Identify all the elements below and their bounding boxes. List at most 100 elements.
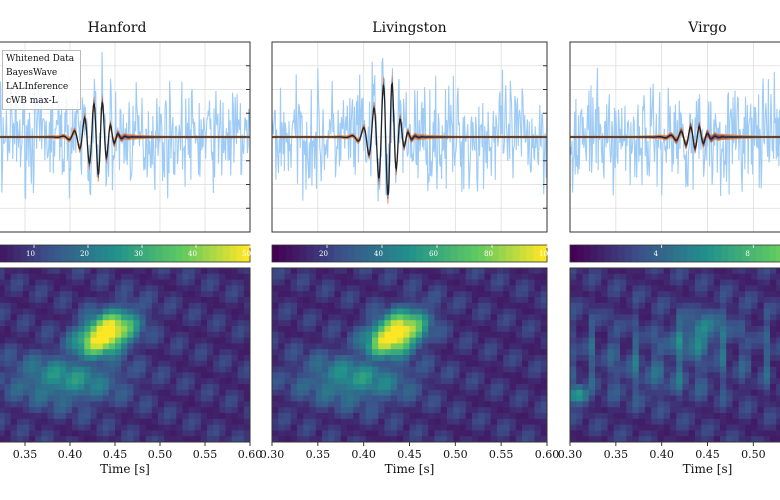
livingston-colorbar-tick-label: 40 [374, 250, 383, 258]
livingston-spectrogram-cell [297, 407, 304, 414]
virgo-spectrogram-cell [645, 302, 652, 310]
hanford-spectrogram-cell [10, 314, 18, 321]
hanford-spectrogram-cell [237, 326, 245, 333]
hanford-spectrogram-cell [35, 413, 42, 420]
hanford-spectrogram-cell [133, 273, 141, 281]
livingston-spectrogram-cell [390, 268, 398, 275]
livingston-spectrogram-cell [384, 343, 392, 350]
virgo-spectrogram-cell [745, 395, 752, 402]
livingston-spectrogram-cell [503, 430, 510, 437]
hanford-bayeswave-band [0, 97, 250, 179]
hanford-spectrogram-cell [243, 355, 250, 362]
virgo-spectrogram-cell [707, 436, 715, 442]
livingston-spectrogram-cell [490, 268, 498, 275]
hanford-spectrogram-cell [47, 430, 55, 437]
virgo-spectrogram-cell [757, 291, 765, 298]
livingston-spectrogram-cell [484, 337, 492, 344]
hanford-spectrogram-cell [35, 268, 42, 275]
livingston-spectrogram-cell [315, 343, 323, 350]
hanford-spectrogram-cell [16, 279, 24, 286]
virgo-spectrogram-cell [570, 273, 577, 281]
hanford-spectrogram-cell [231, 273, 239, 281]
hanford-colorbar: 10 20 30 40 50 [0, 244, 251, 263]
livingston-spectrogram-cell [522, 343, 529, 350]
virgo-spectrogram-cell [676, 395, 683, 402]
hanford-spectrogram-cell [200, 372, 208, 379]
hanford-spectrogram-cell [188, 413, 196, 420]
hanford-spectrogram-cell [188, 389, 196, 397]
hanford-spectrogram-cell [102, 314, 110, 321]
hanford-spectrogram-cell [65, 343, 73, 350]
hanford-spectrogram-cell [139, 355, 147, 362]
virgo-spectrogram-cell [713, 378, 721, 385]
hanford-spectrogram-cell [72, 308, 79, 315]
virgo-spectrogram-cell [726, 355, 733, 362]
livingston-spectrogram-cell [453, 395, 460, 402]
livingston-spectrogram-cell [409, 285, 417, 292]
hanford-spectrogram-cell [237, 418, 245, 426]
livingston-spectrogram-cell [440, 308, 448, 315]
livingston-spectrogram-cell [290, 389, 298, 397]
livingston-spectrogram-cell [522, 308, 529, 315]
hanford-spectrogram-cell [59, 395, 67, 402]
livingston-spectrogram-cell [528, 384, 535, 391]
hanford-spectrogram-cell [29, 320, 36, 327]
hanford-spectrogram-cell [96, 279, 104, 286]
livingston-spectrogram-cell [309, 331, 317, 339]
livingston-spectrogram-cell [403, 343, 410, 350]
hanford-spectrogram-cell [59, 436, 67, 442]
virgo-spectrogram-cell [663, 273, 671, 281]
livingston-spectrogram-cell [434, 337, 442, 344]
livingston-spectrogram-cell [440, 268, 448, 275]
hanford-spectrogram-cell [90, 291, 98, 298]
virgo-spectrogram-cell [632, 401, 640, 408]
hanford-spectrogram-cell [145, 343, 153, 350]
hanford-spectrogram-cell [41, 268, 48, 275]
virgo-spectrogram-cell [726, 424, 733, 431]
virgo-spectrogram-cell [588, 302, 596, 310]
virgo-spectrogram-cell [726, 430, 733, 437]
livingston-spectrogram-cell [465, 326, 473, 333]
virgo-spectrogram-cell [657, 273, 665, 281]
hanford-spectrogram-cell [157, 285, 165, 292]
hanford-spectrogram-cell [102, 291, 110, 298]
livingston-spectrogram-cell [372, 297, 379, 304]
virgo-spectrogram-cell [732, 360, 740, 368]
hanford-spectrogram-cell [139, 326, 147, 333]
hanford-spectrogram-cell [96, 349, 104, 356]
hanford-spectrogram-cell [243, 320, 250, 327]
livingston-spectrogram-cell [472, 331, 479, 339]
livingston-spectrogram-cell [434, 424, 442, 431]
livingston-spectrogram-cell [384, 314, 392, 321]
virgo-spectrogram-cell [595, 395, 602, 402]
virgo-spectrogram-cell [738, 418, 746, 426]
hanford-spectrogram-cell [22, 302, 30, 310]
virgo-spectrogram-cell [682, 436, 690, 442]
virgo-spectrogram-cell [707, 320, 715, 327]
virgo-spectrogram-cell [582, 372, 590, 379]
virgo-spectrogram-cell [626, 407, 633, 414]
hanford-spectrogram-cell [219, 418, 226, 426]
livingston-spectrogram-cell [403, 355, 410, 362]
hanford-spectrogram-cell [53, 407, 61, 414]
virgo-spectrogram-cell [770, 360, 777, 368]
virgo-spectrogram-cell [663, 326, 671, 333]
hanford-spectrogram-cell [72, 389, 79, 397]
livingston-spectrogram-cell [522, 279, 529, 286]
virgo-spectrogram-cell [645, 343, 652, 350]
livingston-spectrogram-cell [303, 297, 310, 304]
hanford-spectrogram-cell [47, 337, 55, 344]
virgo-spectrogram-cell [707, 279, 715, 286]
livingston-spectrogram-cell [422, 378, 429, 385]
livingston-spectrogram-cell [453, 384, 460, 391]
hanford-spectrogram-cell [243, 297, 250, 304]
livingston-spectrogram-cell [365, 302, 373, 310]
hanford-spectrogram-cell [182, 413, 190, 420]
hanford-spectrogram-cell [157, 314, 165, 321]
livingston-spectrogram-cell [284, 424, 292, 431]
livingston-spectrogram-cell [403, 360, 410, 368]
hanford-spectrogram-cell [225, 418, 233, 426]
hanford-spectrogram-cell [213, 285, 220, 292]
hanford-spectrogram-cell [133, 326, 141, 333]
livingston-spectrogram-cell [390, 314, 398, 321]
